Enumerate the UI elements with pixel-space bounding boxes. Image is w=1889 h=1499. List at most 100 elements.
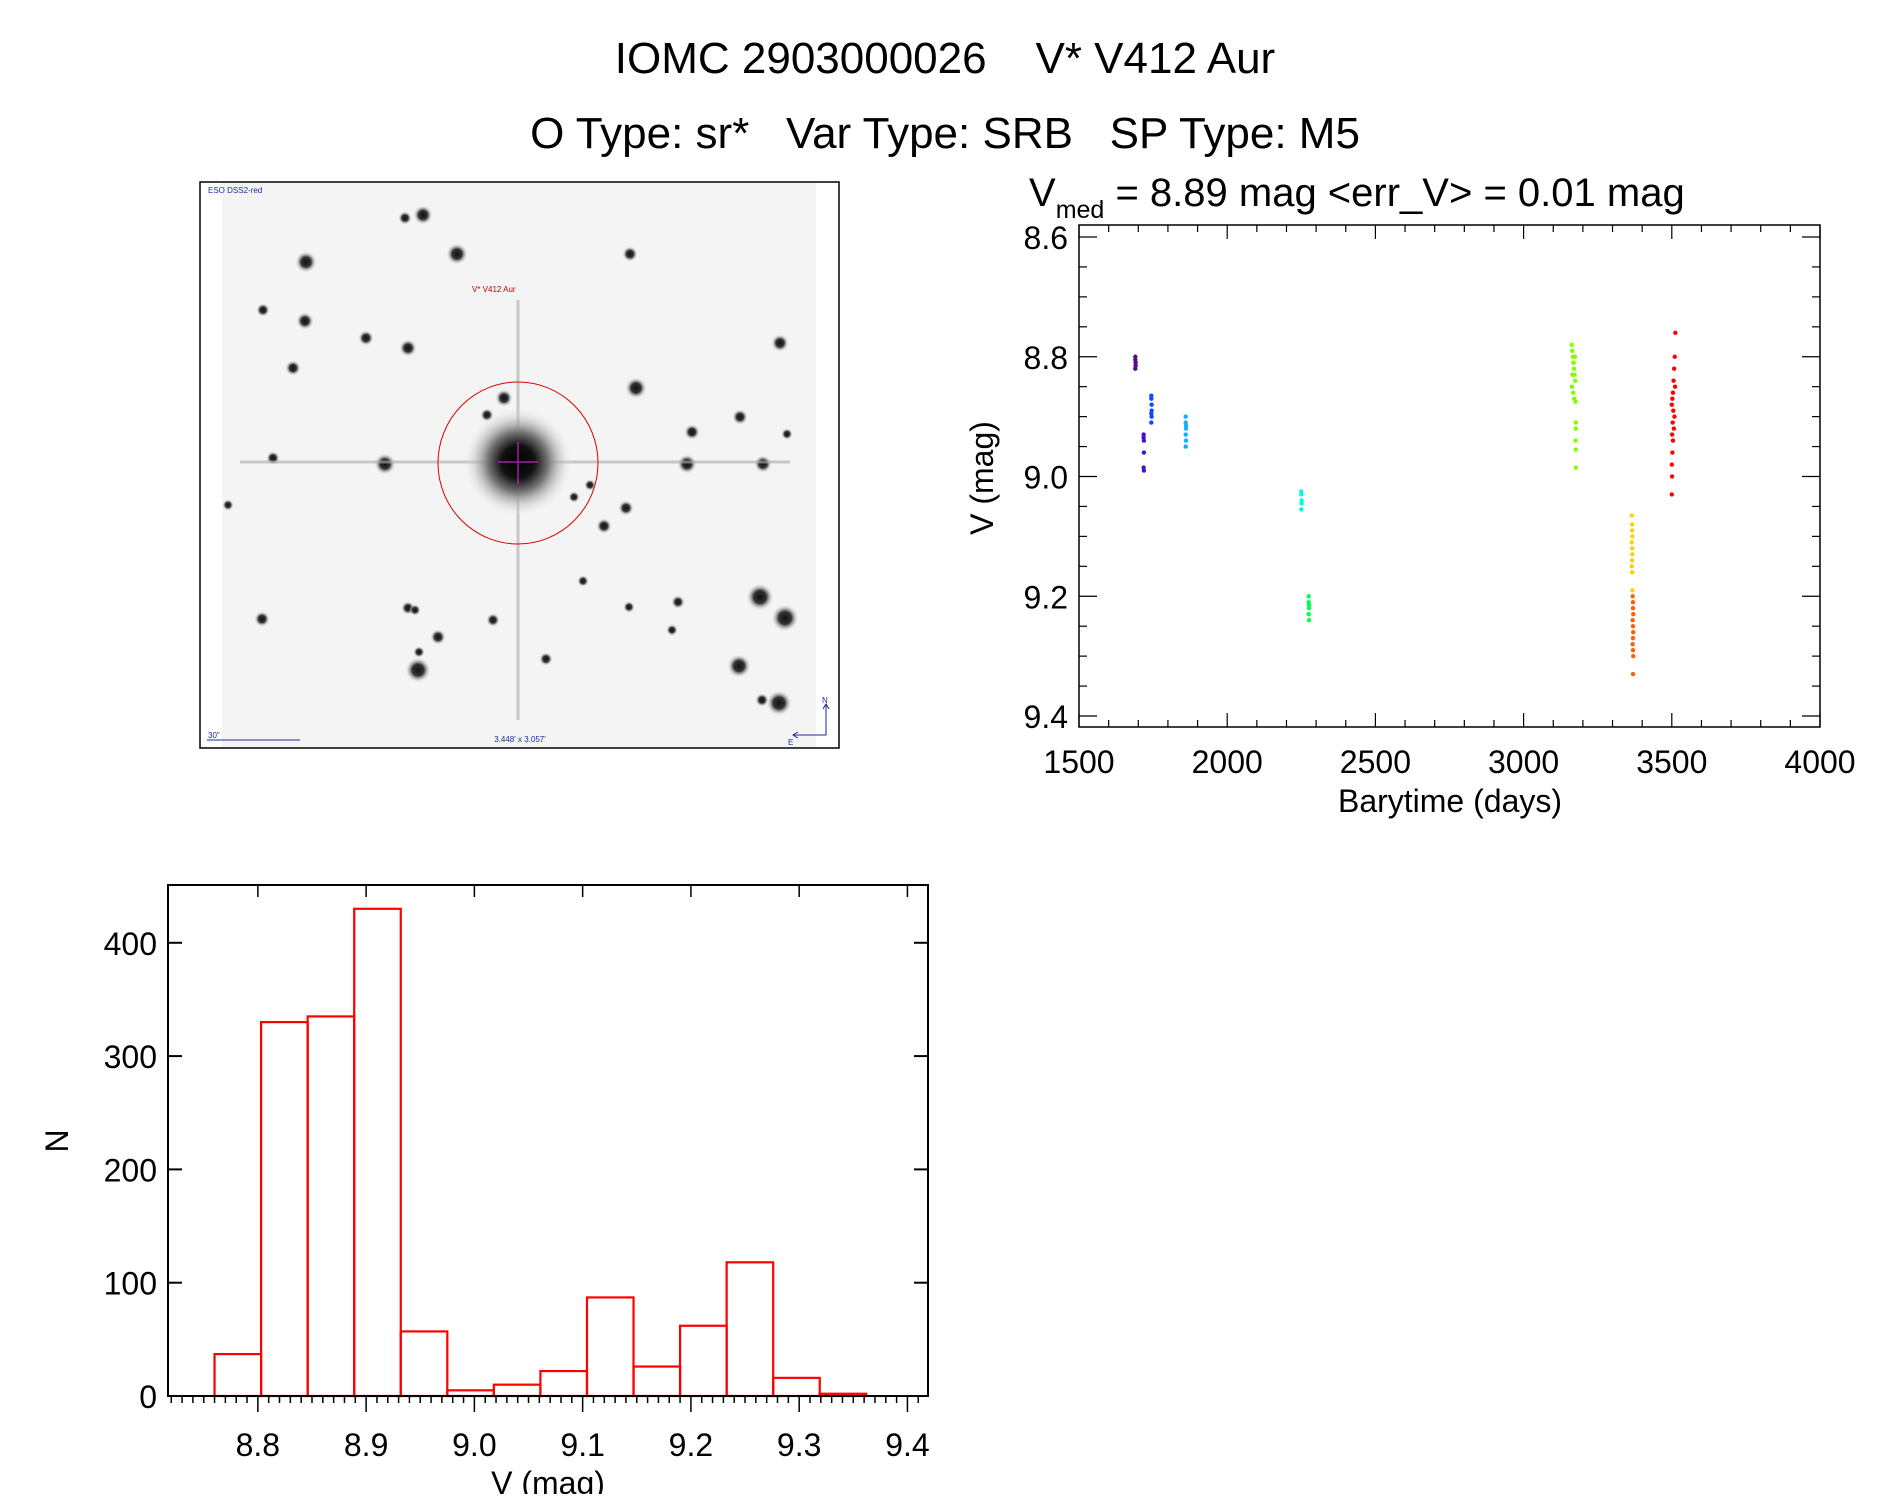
star [766, 690, 792, 716]
star [358, 330, 374, 346]
star [222, 499, 234, 511]
data-point [1629, 558, 1635, 563]
star [446, 243, 468, 265]
star [623, 601, 635, 613]
star [771, 334, 789, 352]
data-point [1671, 378, 1676, 383]
y-tick-label: 300 [104, 1039, 157, 1075]
data-point [1133, 366, 1138, 371]
data-point [1673, 330, 1678, 335]
star [430, 629, 446, 645]
data-point [1672, 414, 1677, 419]
data-point [1571, 366, 1577, 371]
data-point [1630, 594, 1635, 599]
data-point [1670, 396, 1675, 401]
histogram-bar [492, 1383, 542, 1398]
x-tick-label: 8.9 [344, 1427, 388, 1463]
data-point [1183, 426, 1189, 431]
data-point [1149, 396, 1154, 401]
star [413, 646, 425, 658]
histogram-bar [678, 1324, 728, 1398]
histogram-bar [632, 1365, 682, 1398]
data-point [1631, 629, 1636, 635]
data-point [1631, 612, 1636, 617]
compass-arrows [792, 703, 830, 739]
compass-north-label: N [822, 696, 828, 705]
y-tick-label: 0 [139, 1379, 157, 1415]
histogram-chart: 8.8 8.9 9.0 9.1 9.2 9.3 9.4 0 100 200 300 400 V (ma… [39, 884, 930, 1499]
data-point [1629, 570, 1635, 575]
x-tick-label: 1500 [1043, 744, 1114, 780]
y-tick-label: 8.8 [1024, 340, 1068, 376]
data-point [1299, 501, 1304, 506]
survey-label: ESO DSS2-red [208, 186, 262, 195]
light-curve-axes-box [1078, 224, 1821, 728]
histogram-bar [539, 1369, 589, 1398]
data-point [1573, 420, 1578, 425]
data-point [1629, 522, 1635, 527]
light-curve-chart: Vmed = 8.89 mag <err_V> = 0.01 mag 1500 2… [964, 171, 1856, 819]
histogram-bar [399, 1330, 449, 1398]
star [732, 409, 748, 425]
y-tick-label: 400 [104, 926, 157, 962]
star [671, 595, 685, 609]
star [727, 654, 751, 678]
data-point [1572, 378, 1578, 383]
data-point [1669, 402, 1675, 407]
star [539, 652, 553, 666]
star [622, 246, 638, 262]
data-point [1573, 438, 1578, 443]
star [684, 424, 700, 440]
data-point [1630, 671, 1636, 677]
data-point [1671, 366, 1677, 371]
star [405, 657, 431, 683]
data-point [1670, 390, 1676, 395]
star [495, 389, 513, 407]
histogram-bar [585, 1296, 635, 1398]
star [413, 205, 433, 225]
star [781, 428, 793, 440]
star [771, 604, 799, 632]
data-point [1630, 588, 1635, 593]
y-tick-label: 100 [104, 1266, 157, 1302]
y-tick-label: 9.2 [1024, 579, 1068, 615]
star [256, 303, 270, 317]
data-point [1306, 612, 1311, 617]
data-point [1630, 534, 1635, 539]
data-point [1573, 465, 1578, 470]
data-point [1630, 641, 1635, 647]
data-point [1672, 384, 1678, 389]
data-point [1571, 360, 1576, 365]
title-vmed-subscript: med [1056, 196, 1105, 224]
x-tick-label: 9.0 [452, 1427, 496, 1463]
histogram-bar [213, 1352, 263, 1398]
x-tick-label: 2500 [1340, 744, 1411, 780]
star [584, 479, 596, 491]
star [398, 211, 412, 225]
star [295, 251, 317, 273]
data-point [1630, 600, 1636, 605]
title-vmed-v: V [1029, 171, 1056, 215]
data-point [1630, 552, 1635, 557]
data-point [1671, 426, 1677, 431]
histogram-bar [353, 907, 402, 1398]
data-point [1573, 426, 1578, 431]
title-vmed-rest: = 8.89 mag <err_V> = 0.01 mag [1104, 171, 1684, 215]
data-point [1299, 507, 1304, 512]
data-point [1141, 438, 1147, 443]
data-point [1669, 474, 1675, 479]
light-curve-xlabel: Barytime (days) [1338, 783, 1562, 819]
star [577, 575, 589, 587]
data-point [1670, 438, 1676, 443]
x-tick-label: 9.2 [669, 1427, 713, 1463]
data-point [1570, 348, 1575, 353]
x-tick-label: 2000 [1192, 744, 1263, 780]
data-point [1570, 372, 1575, 377]
star [254, 611, 270, 627]
histogram-bar [306, 1015, 356, 1398]
data-point [1149, 402, 1154, 407]
star [409, 604, 421, 616]
data-point [1630, 647, 1636, 653]
data-point [1306, 606, 1312, 611]
star [746, 583, 774, 611]
